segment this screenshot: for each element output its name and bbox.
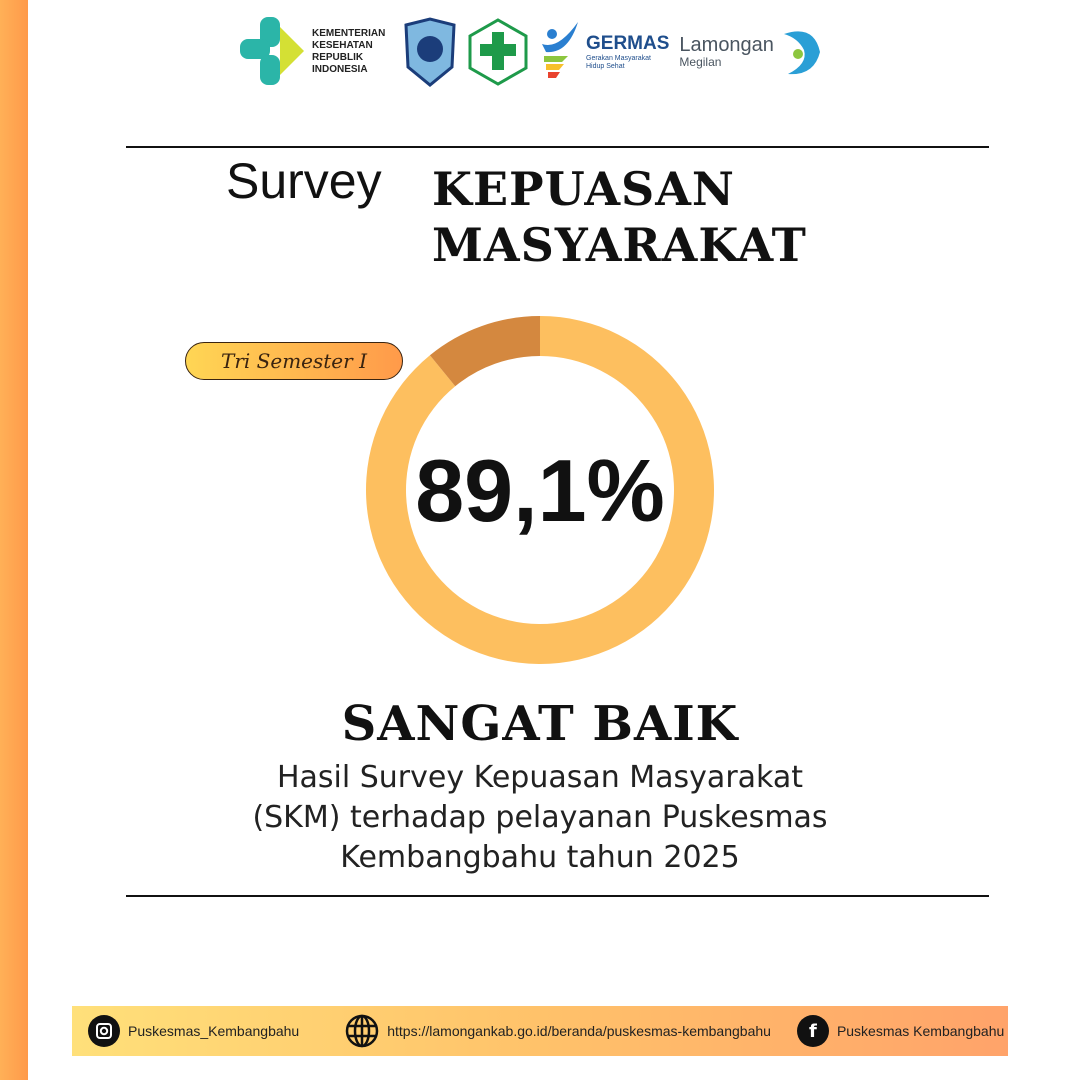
description-line-2: (SKM) terhadap pelayanan Puskesmas: [252, 800, 828, 835]
germas-icon: [542, 21, 578, 78]
facebook-page[interactable]: Puskesmas Kembangbahu: [836, 1023, 1005, 1039]
lamongan-regency-emblem-icon: [404, 16, 456, 87]
wave-dolphin-icon: [783, 30, 820, 74]
satisfaction-donut-chart: [366, 316, 714, 664]
footer-bar: Puskesmas_Kembangbahu https://lamonganka…: [72, 1006, 1008, 1056]
lamongan-subtitle: Megilan: [679, 54, 722, 69]
website-url[interactable]: https://lamongankab.go.id/beranda/puskes…: [387, 1023, 771, 1039]
lamongan-megilan-logo: Lamongan Megilan: [679, 24, 824, 80]
description: Hasil Survey Kepuasan Masyarakat (SKM) t…: [0, 758, 1080, 878]
instagram-icon: [88, 1015, 120, 1047]
rating-label: SANGAT BAIK: [341, 696, 739, 752]
puskesmas-logo-icon: [468, 17, 528, 86]
bottom-divider: [126, 895, 989, 897]
facebook-link[interactable]: f Puskesmas Kembangbahu: [796, 1015, 1005, 1047]
germas-subtitle: Gerakan Masyarakat Hidup Sehat: [586, 54, 651, 70]
website-link[interactable]: https://lamongankab.go.id/beranda/puskes…: [345, 1014, 771, 1048]
germas-logo: GERMAS Gerakan Masyarakat Hidup Sehat: [538, 20, 669, 84]
kemenkes-logo: KEMENTERIAN KESEHATAN REPUBLIK INDONESIA: [240, 16, 392, 87]
instagram-handle[interactable]: Puskesmas_Kembangbahu: [128, 1023, 300, 1039]
kemenkes-text: KEMENTERIAN KESEHATAN REPUBLIK INDONESIA: [312, 27, 386, 75]
description-line-1: Hasil Survey Kepuasan Masyarakat: [276, 760, 804, 795]
survey-label: Survey: [226, 153, 382, 209]
top-divider: [126, 146, 989, 148]
title-line-1: KEPUASAN: [432, 162, 735, 216]
globe-icon: [345, 1014, 379, 1048]
instagram-link[interactable]: Puskesmas_Kembangbahu: [88, 1015, 299, 1047]
kemenkes-icon: [240, 16, 304, 85]
description-line-3: Kembangbahu tahun 2025: [340, 840, 740, 875]
left-accent-strip: [0, 0, 28, 1080]
period-badge: Tri Semester I: [185, 342, 403, 380]
donut-center-label: 89,1%: [415, 441, 665, 540]
donut-segment-2: [429, 316, 540, 387]
facebook-icon: f: [796, 1015, 829, 1047]
lamongan-title: Lamongan: [679, 33, 774, 56]
germas-title: GERMAS: [586, 32, 670, 54]
logo-bar: KEMENTERIAN KESEHATAN REPUBLIK INDONESIA…: [240, 14, 824, 89]
title-line-2: MASYARAKAT: [432, 218, 807, 272]
